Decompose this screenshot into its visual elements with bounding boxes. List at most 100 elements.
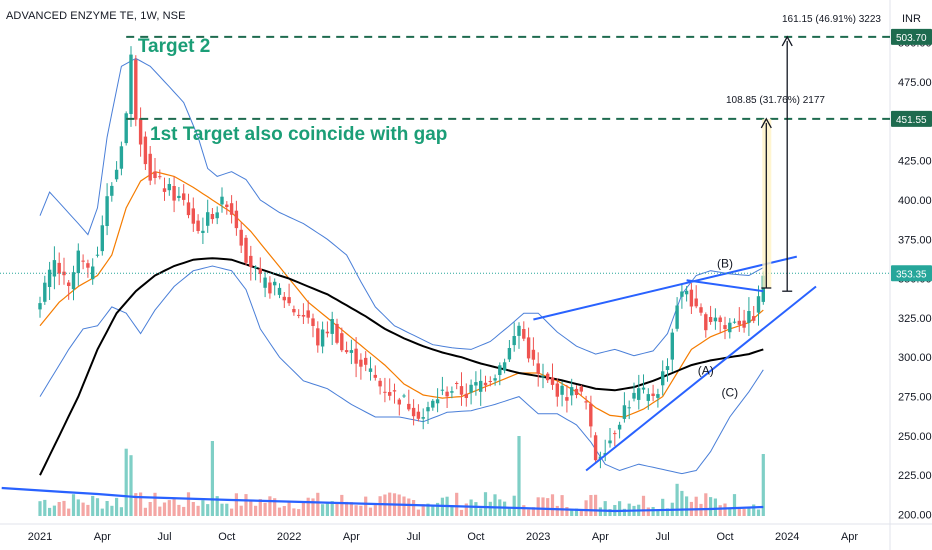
volume-bar	[186, 492, 191, 516]
volume-bar	[704, 493, 708, 516]
volume-bar	[747, 506, 751, 516]
candle	[565, 384, 569, 413]
candle	[694, 285, 698, 309]
ema-line	[39, 171, 764, 418]
candle	[737, 307, 741, 332]
volume-bar	[517, 436, 521, 516]
candle	[263, 272, 267, 298]
candle	[388, 378, 392, 401]
candle	[186, 193, 191, 219]
x-tick-label: Jul	[656, 531, 670, 543]
sma-line	[39, 257, 764, 476]
y-tick-label: 425.00	[898, 156, 932, 168]
volume-bar	[752, 504, 756, 516]
volume-bar	[646, 507, 650, 516]
candle	[225, 201, 229, 215]
x-tick-label: Oct	[218, 531, 235, 543]
volume-bar	[641, 495, 646, 516]
volume-bar	[76, 499, 80, 516]
candle	[268, 276, 272, 299]
candle	[498, 362, 502, 386]
candle	[335, 318, 339, 345]
candle	[680, 284, 684, 309]
volume-bar	[493, 494, 497, 516]
candle	[306, 300, 310, 324]
candle	[81, 254, 85, 270]
candle	[435, 388, 440, 413]
candle	[613, 430, 617, 447]
candle	[158, 169, 162, 180]
candle	[483, 375, 488, 392]
candle	[316, 321, 320, 353]
volume-bar	[134, 493, 138, 516]
volume-bar	[522, 505, 526, 516]
x-tick-label: Jul	[157, 531, 171, 543]
candle	[229, 195, 234, 224]
volume-bar	[709, 497, 713, 516]
candle	[91, 258, 95, 285]
volume-bar	[263, 502, 267, 516]
volume-bar	[335, 502, 339, 516]
volume-bar	[742, 508, 746, 516]
candle	[459, 372, 464, 406]
volume-bar	[718, 505, 722, 516]
x-tick-label: Jul	[407, 531, 421, 543]
wave-label: (B)	[717, 257, 733, 271]
candle	[134, 55, 138, 127]
candle	[617, 421, 622, 439]
price-tag: 503.70	[891, 28, 932, 45]
volume-bar	[479, 508, 483, 516]
candle	[167, 178, 171, 196]
y-tick-label: 225.00	[898, 470, 932, 482]
volume-bar	[550, 494, 555, 516]
candle	[541, 363, 545, 389]
volume-bar	[694, 496, 698, 516]
volume-bar	[364, 496, 368, 516]
volume-bar	[618, 501, 622, 516]
svg-text:353.35: 353.35	[896, 269, 927, 280]
x-tick-label: Apr	[343, 531, 360, 543]
volume-bar	[287, 501, 291, 516]
x-tick-label: 2021	[28, 531, 52, 543]
candle	[651, 384, 655, 402]
volume-bar	[407, 498, 411, 516]
candle	[220, 187, 224, 213]
volume-bar	[402, 496, 406, 516]
candle	[273, 278, 277, 296]
price-tag: 451.55	[891, 110, 932, 127]
measure-label: 161.15 (46.91%) 3223	[782, 14, 881, 25]
candle	[593, 432, 598, 464]
volume-bar	[661, 498, 665, 516]
volume-bar	[656, 510, 660, 516]
candle	[469, 379, 473, 405]
volume-bar	[196, 505, 200, 516]
candle	[699, 303, 703, 316]
volume-bar	[594, 494, 598, 516]
volume-bar	[57, 502, 61, 516]
candle	[182, 184, 186, 206]
moving-averages	[39, 171, 764, 476]
candle	[258, 257, 262, 283]
candle	[474, 371, 478, 396]
candle	[311, 313, 315, 338]
volume-bar	[321, 504, 325, 516]
volume-bar	[71, 494, 76, 516]
volume-bar	[230, 508, 234, 516]
volume-bar	[91, 495, 95, 516]
annotations: 108.85 (31.76%) 2177 161.15 (46.91%) 3223…	[138, 14, 882, 400]
candle	[201, 217, 205, 244]
candle	[632, 382, 636, 402]
volume-bar	[368, 507, 373, 516]
candle	[287, 283, 291, 306]
candle	[675, 297, 679, 332]
annotation-text: 1st Target also coincide with gap	[150, 124, 447, 145]
candle	[440, 376, 445, 396]
volume-bar	[565, 507, 569, 516]
candle	[373, 365, 377, 381]
candle	[383, 377, 387, 403]
x-tick-label: Oct	[467, 531, 484, 543]
volume-bar	[431, 506, 435, 516]
candle	[455, 381, 459, 390]
measure-label: 108.85 (31.76%) 2177	[726, 95, 825, 106]
